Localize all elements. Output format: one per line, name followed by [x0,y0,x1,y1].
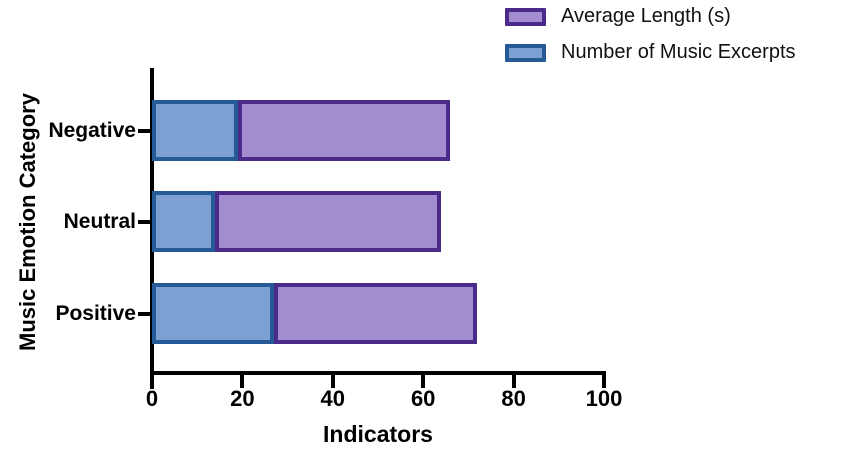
x-tick-40 [330,375,335,388]
y-tick-neutral [138,219,150,224]
x-tick-20 [240,375,245,388]
y-tick-negative [138,128,150,133]
x-tick-label-80: 80 [501,386,526,411]
bar-segment-negative-excerpts [152,100,238,161]
legend-item-average-length: Average Length (s) [505,5,796,27]
bar-segment-positive-length [274,283,478,344]
bar-segment-neutral-excerpts [152,191,216,252]
x-tick-label-100: 100 [585,386,623,411]
x-tick-60 [421,375,426,388]
category-label-negative: Negative [48,118,136,142]
x-tick-80 [511,375,516,388]
legend-label-music-excerpts: Number of Music Excerpts [561,41,796,63]
x-tick-label-60: 60 [410,386,436,411]
legend: Average Length (s) Number of Music Excer… [505,5,796,79]
category-label-neutral: Neutral [63,209,136,233]
x-tick-0 [150,375,154,388]
x-tick-label-0: 0 [145,386,159,411]
x-tick-label-20: 20 [230,386,255,411]
x-axis-line [150,371,606,375]
bar-segment-positive-excerpts [152,283,275,344]
y-tick-positive [138,311,150,316]
bar-segment-neutral-length [215,191,442,252]
x-tick-100 [602,375,606,388]
legend-label-average-length: Average Length (s) [561,5,731,27]
x-tick-label-40: 40 [320,386,346,411]
category-label-positive: Positive [55,301,136,325]
legend-item-music-excerpts: Number of Music Excerpts [505,41,796,63]
x-axis-title: Indicators [323,421,433,447]
legend-swatch-average-length-icon [505,7,546,26]
legend-swatch-music-excerpts-icon [505,43,546,62]
bar-segment-negative-length [237,100,451,161]
